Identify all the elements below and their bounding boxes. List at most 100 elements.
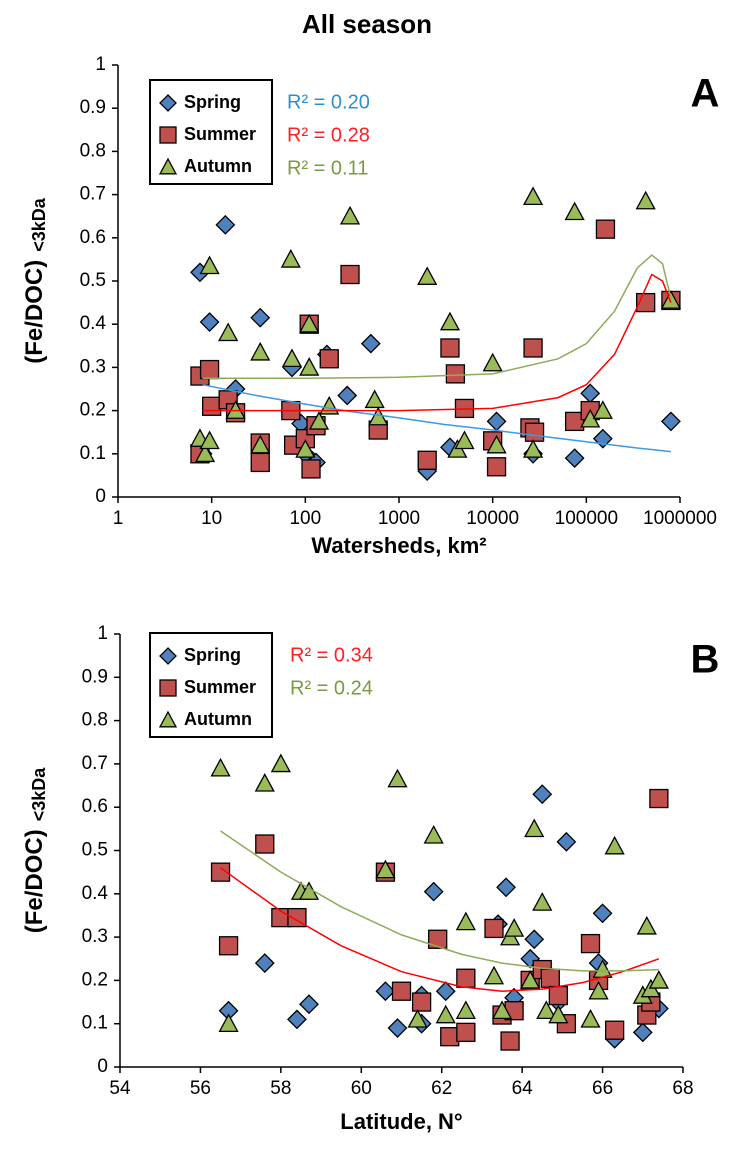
marker-triangle xyxy=(454,430,475,450)
x-tick-label: 1000000 xyxy=(643,508,717,529)
marker-square xyxy=(255,834,275,854)
legend-marker xyxy=(158,710,178,728)
y-tick-label: 0.1 xyxy=(82,1013,108,1034)
marker-triangle xyxy=(439,311,461,331)
marker-square xyxy=(250,452,270,473)
legend-label: Autumn xyxy=(184,156,252,176)
marker-triangle xyxy=(387,768,408,788)
x-tick-label: 1 xyxy=(113,508,124,529)
marker-triangle xyxy=(254,773,275,792)
x-tick-label: 54 xyxy=(109,1078,131,1099)
marker-triangle xyxy=(199,255,220,275)
marker-square xyxy=(595,219,616,239)
y-tick-label: 0.5 xyxy=(82,840,108,861)
marker-square xyxy=(218,936,239,956)
legend-marker xyxy=(159,94,177,112)
marker-diamond xyxy=(486,411,507,432)
panel-label: B xyxy=(691,638,720,682)
marker-diamond xyxy=(632,1022,653,1043)
marker-triangle xyxy=(524,818,545,838)
marker-triangle xyxy=(194,443,216,463)
y-tick-label: 0.9 xyxy=(82,666,108,687)
marker-triangle xyxy=(375,859,396,879)
marker-diamond xyxy=(592,903,613,924)
y-tick-label: 0.2 xyxy=(82,969,108,990)
marker-diamond xyxy=(524,929,545,950)
trendline-r2: R² = 0.11 xyxy=(287,157,368,179)
marker-diamond xyxy=(387,1018,408,1038)
marker-triangle xyxy=(210,757,231,777)
trendline xyxy=(220,867,660,992)
y-tick-label: 0.9 xyxy=(80,97,106,118)
y-tick-label: 0 xyxy=(95,486,106,507)
marker-diamond xyxy=(564,448,585,469)
x-tick-label: 62 xyxy=(431,1078,452,1099)
marker-triangle xyxy=(532,892,553,911)
marker-square xyxy=(445,364,466,384)
marker-square xyxy=(411,992,432,1012)
marker-triangle xyxy=(636,915,657,935)
legend-label: Summer xyxy=(184,677,256,697)
marker-triangle xyxy=(407,1009,428,1028)
marker-triangle xyxy=(364,389,385,409)
x-tick-label: 66 xyxy=(592,1078,613,1099)
marker-triangle xyxy=(308,411,330,430)
marker-triangle xyxy=(280,249,301,268)
marker-square xyxy=(456,968,476,988)
y-tick-label: 0.8 xyxy=(82,710,108,731)
y-tick-label: 0.6 xyxy=(80,227,106,248)
marker-triangle xyxy=(295,439,316,458)
marker-triangle xyxy=(250,434,271,454)
chart-title: All season xyxy=(302,9,432,39)
y-tick-label: 0.7 xyxy=(80,184,106,205)
marker-square xyxy=(417,450,437,470)
marker-diamond xyxy=(435,981,456,1002)
y-axis-label-sub: <3kDa xyxy=(29,197,49,252)
x-tick-label: 10 xyxy=(201,508,222,529)
trendline-r2: R² = 0.34 xyxy=(290,644,373,666)
marker-square xyxy=(486,457,507,477)
y-tick-label: 0.5 xyxy=(80,270,106,291)
y-tick-label: 1 xyxy=(95,54,106,75)
legend-marker xyxy=(159,679,177,697)
marker-square xyxy=(484,918,504,939)
marker-triangle xyxy=(564,201,585,221)
y-axis-label-main: (Fe/DOC) xyxy=(21,260,48,364)
marker-diamond xyxy=(250,307,271,328)
marker-triangle xyxy=(536,1000,557,1020)
marker-diamond xyxy=(215,214,236,235)
x-tick-label: 68 xyxy=(672,1078,693,1099)
y-tick-label: 0.3 xyxy=(80,356,106,377)
marker-triangle xyxy=(604,835,625,855)
marker-triangle xyxy=(588,980,609,1000)
marker-square xyxy=(524,422,545,442)
marker-triangle xyxy=(520,970,541,989)
marker-triangle xyxy=(455,911,476,931)
marker-triangle xyxy=(592,400,613,419)
marker-triangle xyxy=(299,313,320,333)
x-tick-label: 64 xyxy=(512,1078,534,1099)
marker-triangle xyxy=(660,290,682,309)
marker-square xyxy=(202,396,222,416)
marker-triangle xyxy=(504,918,525,937)
marker-triangle xyxy=(522,186,544,206)
marker-triangle xyxy=(417,266,438,285)
marker-triangle xyxy=(580,1009,601,1028)
trendline xyxy=(202,383,671,453)
x-tick-label: 58 xyxy=(270,1078,291,1099)
marker-square xyxy=(319,349,339,369)
marker-diamond xyxy=(337,385,358,406)
marker-diamond xyxy=(199,312,220,332)
marker-square xyxy=(604,1020,625,1040)
marker-diamond xyxy=(375,981,396,1002)
y-tick-label: 0.7 xyxy=(82,753,108,774)
marker-square xyxy=(391,981,412,1001)
trendline-r2: R² = 0.28 xyxy=(287,124,370,146)
marker-triangle xyxy=(635,190,656,210)
marker-triangle xyxy=(648,970,669,989)
x-tick-label: 1000 xyxy=(378,508,420,529)
legend-label: Summer xyxy=(184,124,256,144)
marker-square xyxy=(649,788,669,809)
marker-triangle xyxy=(270,753,291,773)
